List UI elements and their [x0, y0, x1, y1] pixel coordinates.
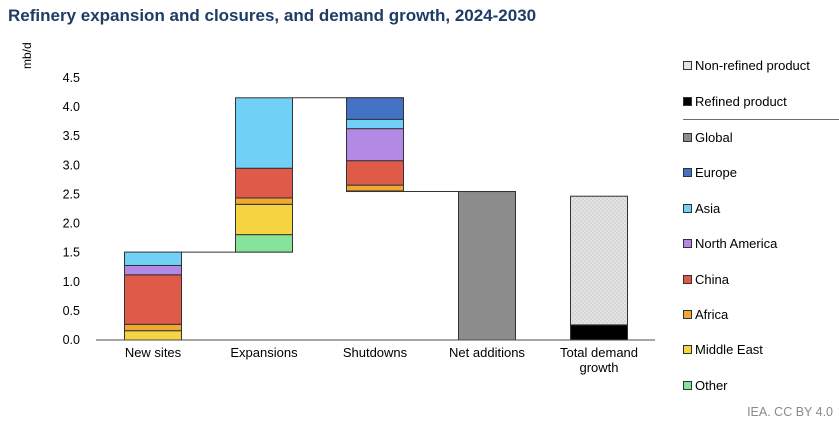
- legend-swatch: [683, 61, 692, 71]
- legend-label: North America: [695, 236, 778, 252]
- bar-expansions-asia: [235, 97, 293, 169]
- y-tick-label: 3.0: [63, 158, 80, 172]
- bar-new-sites-africa: [124, 323, 182, 332]
- legend: Non-refined product Refined product Global…: [683, 48, 839, 403]
- bar-new-sites-north-america: [124, 264, 182, 276]
- bar-new-sites-middle-east: [124, 330, 182, 341]
- x-tick-label: New sites: [125, 345, 182, 360]
- bar-new-sites-china: [124, 274, 182, 325]
- x-axis-labels: New sites Expansions Shutdowns Net addition…: [125, 345, 638, 375]
- legend-label: Europe: [695, 165, 737, 181]
- bar-shutdowns-europe: [346, 97, 404, 120]
- bar-shutdowns-asia: [346, 118, 404, 130]
- x-tick-label: Net additions: [449, 345, 525, 360]
- bar-total-demand-growth-refined-product: [570, 324, 628, 341]
- legend-label: Middle East: [695, 342, 763, 358]
- bar-shutdowns-china: [346, 160, 404, 186]
- legend-swatch: [683, 203, 692, 213]
- bar-expansions-other: [235, 234, 293, 253]
- bar-total-demand-growth-non-refined-product: [570, 195, 628, 326]
- legend-swatch: [683, 96, 692, 106]
- y-tick-label: 1.0: [63, 275, 80, 289]
- y-tick-label: 2.0: [63, 217, 80, 231]
- y-axis-label: mb/d: [20, 42, 34, 69]
- y-tick-label: 4.0: [63, 100, 80, 114]
- bar-expansions-china: [235, 167, 293, 199]
- bar-expansions-africa: [235, 197, 293, 205]
- y-tick-label: 3.5: [63, 129, 80, 143]
- y-tick-label: 0.5: [63, 304, 80, 318]
- bar-new-sites-asia: [124, 251, 182, 266]
- legend-label: Africa: [695, 306, 729, 322]
- legend-label: Non-refined product: [695, 58, 810, 74]
- source-credit: IEA. CC BY 4.0: [747, 405, 833, 419]
- legend-label: Refined product: [695, 93, 787, 109]
- legend-label: Asia: [695, 200, 721, 216]
- legend-item-europe: Europe: [683, 155, 839, 190]
- y-tick-label: 4.5: [63, 71, 80, 85]
- legend-label: Other: [695, 377, 728, 393]
- legend-item-non-refined-product: Non-refined product: [683, 48, 839, 83]
- bar-expansions-middle-east: [235, 203, 293, 236]
- bar-shutdowns-africa: [346, 184, 404, 192]
- legend-swatch: [683, 345, 692, 355]
- legend-swatch: [683, 380, 692, 390]
- legend-item-middle-east: Middle East: [683, 332, 839, 367]
- legend-swatch: [683, 132, 692, 142]
- y-axis: 0.0 0.5 1.0 1.5 2.0 2.5 3.0 3.5 4.0 4.5: [63, 71, 80, 347]
- legend-item-refined-product: Refined product: [683, 83, 839, 120]
- x-tick-label: Expansions: [230, 345, 298, 360]
- legend-item-africa: Africa: [683, 297, 839, 332]
- legend-item-other: Other: [683, 368, 839, 403]
- legend-item-asia: Asia: [683, 191, 839, 226]
- legend-item-china: China: [683, 261, 839, 296]
- y-tick-label: 2.5: [63, 187, 80, 201]
- y-tick-label: 1.5: [63, 246, 80, 260]
- bar-net-additions-global: [458, 191, 516, 341]
- x-tick-label: Shutdowns: [343, 345, 408, 360]
- legend-label: Global: [695, 129, 733, 145]
- legend-swatch: [683, 309, 692, 319]
- chart-title: Refinery expansion and closures, and dem…: [8, 6, 537, 25]
- legend-swatch: [683, 239, 692, 249]
- legend-swatch: [683, 274, 692, 284]
- x-tick-label: Total demand growth: [560, 345, 638, 375]
- y-tick-label: 0.0: [63, 333, 80, 347]
- legend-item-north-america: North America: [683, 226, 839, 261]
- bar-shutdowns-north-america: [346, 128, 404, 162]
- legend-item-global: Global: [683, 120, 839, 155]
- legend-label: China: [695, 271, 729, 287]
- legend-swatch: [683, 168, 692, 178]
- bars: [124, 97, 628, 341]
